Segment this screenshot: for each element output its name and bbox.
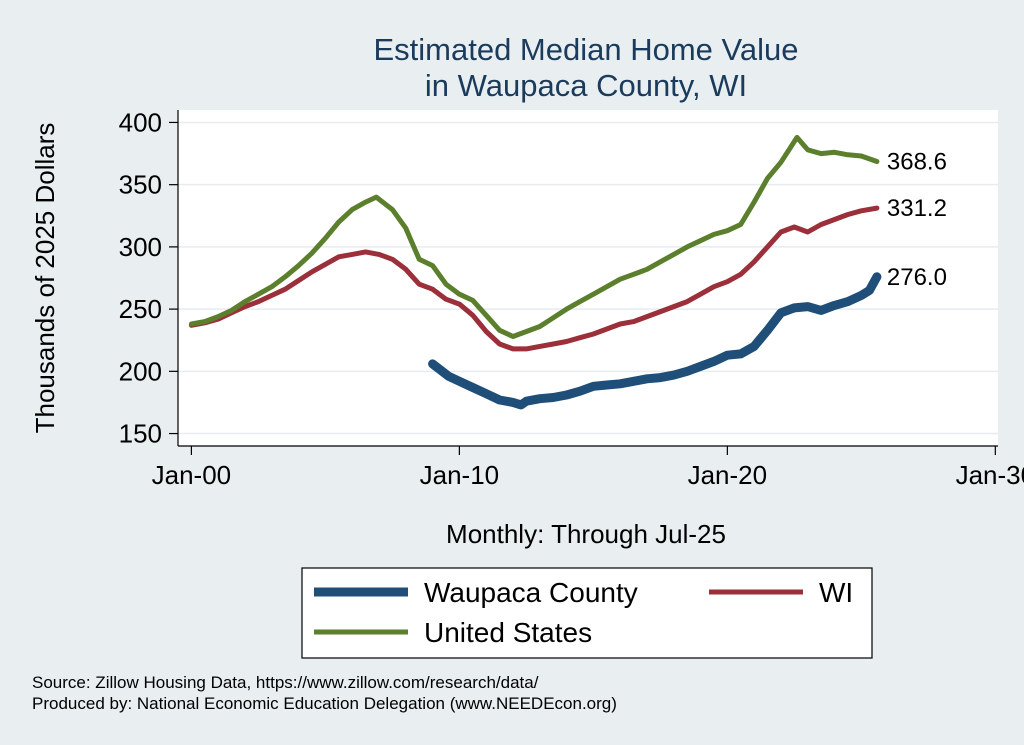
- end-labels: 276.0 331.2 368.6: [887, 149, 947, 291]
- y-axis-title: Thousands of 2025 Dollars: [30, 123, 60, 434]
- x-tick-label: Jan-00: [152, 460, 232, 490]
- series-line-waupaca: [428, 272, 882, 410]
- legend-label-waupaca: Waupaca County: [424, 577, 638, 608]
- x-axis-ticks: Jan-00 Jan-10 Jan-20 Jan-30: [152, 446, 1024, 490]
- legend-label-wi: WI: [819, 577, 853, 608]
- chart-title-line-1: Estimated Median Home Value: [373, 32, 798, 67]
- series-layer: [188, 134, 882, 410]
- y-tick-label: 300: [119, 232, 162, 262]
- series-line-us: [188, 134, 880, 339]
- legend-label-us: United States: [424, 617, 592, 648]
- source-note: Source: Zillow Housing Data, https://www…: [32, 673, 539, 692]
- chart-title-line-2: in Waupaca County, WI: [425, 68, 747, 103]
- produced-by-note: Produced by: National Economic Education…: [32, 694, 617, 713]
- end-label-us: 368.6: [887, 149, 947, 176]
- y-axis-ticks: 150 200 250 300 350 400: [119, 107, 178, 449]
- end-label-wi: 331.2: [887, 195, 947, 222]
- x-tick-label: Jan-20: [688, 460, 768, 490]
- x-axis-title: Monthly: Through Jul-25: [446, 519, 726, 549]
- y-tick-label: 200: [119, 356, 162, 386]
- legend: Waupaca County WI United States: [301, 567, 873, 659]
- y-tick-label: 250: [119, 294, 162, 324]
- series-line-wi: [188, 205, 880, 352]
- x-tick-label: Jan-30: [956, 460, 1024, 490]
- x-tick-label: Jan-10: [420, 460, 500, 490]
- y-tick-label: 400: [119, 107, 162, 137]
- gridlines: [178, 121, 998, 435]
- y-tick-label: 350: [119, 170, 162, 200]
- legend-box: [301, 567, 873, 659]
- end-label-waupaca: 276.0: [887, 264, 947, 291]
- y-tick-label: 150: [119, 419, 162, 449]
